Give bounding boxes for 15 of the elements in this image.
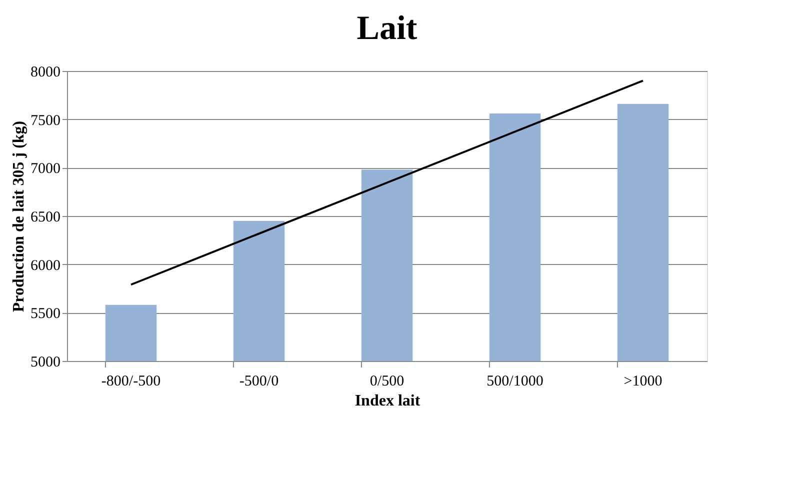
- y-tick-label: 8000: [30, 64, 60, 80]
- x-tick-label: 0/500: [370, 374, 404, 390]
- y-tick-label: 6500: [30, 210, 60, 226]
- y-tick-label: 5500: [30, 306, 60, 322]
- x-tick-label: -500/0: [239, 374, 279, 390]
- x-tick-label: 500/1000: [486, 374, 544, 390]
- chart-title: Lait: [356, 10, 418, 47]
- y-tick-label: 5000: [30, 354, 60, 370]
- x-tick-label: -800/-500: [101, 374, 161, 390]
- y-tick-label: 7000: [30, 161, 60, 178]
- x-axis-title: Index lait: [354, 392, 421, 410]
- y-tick-label: 6000: [30, 258, 60, 274]
- x-tick-label: >1000: [624, 374, 662, 390]
- y-axis-title: Production de lait 305 j (kg): [10, 120, 28, 312]
- y-tick-label: 7500: [30, 112, 60, 129]
